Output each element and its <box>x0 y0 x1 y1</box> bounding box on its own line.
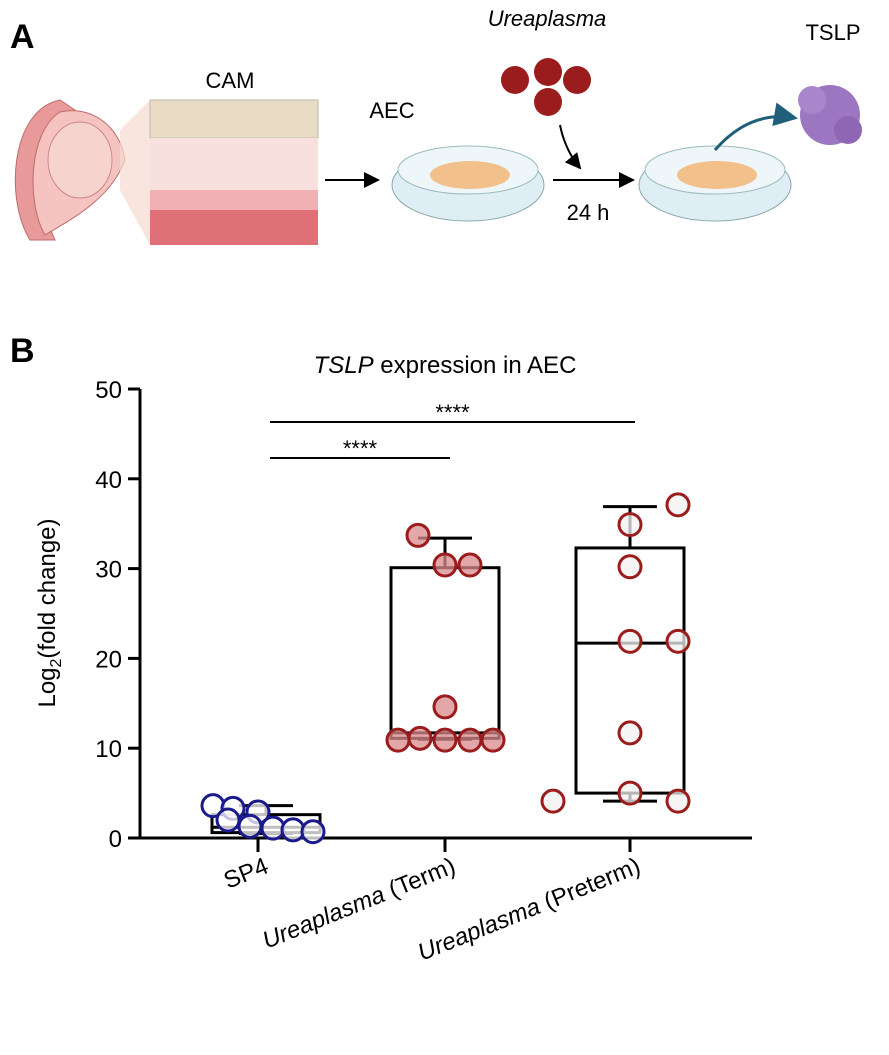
significance-label: **** <box>343 436 378 461</box>
data-point <box>665 628 691 654</box>
y-tick-label: 30 <box>95 557 122 584</box>
bacteria-label: Ureaplasma <box>488 6 607 31</box>
data-point <box>617 554 643 580</box>
product-label: TSLP <box>805 20 860 45</box>
data-point <box>237 813 263 839</box>
data-point <box>457 552 483 578</box>
tissue-label: CAM <box>206 68 255 93</box>
data-point <box>457 727 483 753</box>
y-tick-label: 10 <box>95 736 122 763</box>
data-point <box>480 727 506 753</box>
box <box>574 546 686 795</box>
cells-label: AEC <box>369 98 414 123</box>
x-tick-label: SP4 <box>220 853 272 895</box>
data-point <box>432 694 458 720</box>
data-point <box>617 628 643 654</box>
data-point <box>432 552 458 578</box>
data-point <box>540 788 566 814</box>
data-point <box>665 492 691 518</box>
data-point <box>617 780 643 806</box>
schematic <box>14 58 862 245</box>
panel-label: B <box>10 332 35 370</box>
data-point <box>432 727 458 753</box>
data-point <box>405 522 431 548</box>
data-point <box>300 819 326 845</box>
y-tick-label: 40 <box>95 467 122 494</box>
y-tick-label: 0 <box>109 826 122 853</box>
significance-label: **** <box>435 400 470 425</box>
chart-title: TSLP expression in AEC <box>314 352 577 379</box>
data-point <box>665 788 691 814</box>
y-tick-label: 50 <box>95 377 122 404</box>
data-point <box>215 807 241 833</box>
y-tick-label: 20 <box>95 646 122 673</box>
data-point <box>407 725 433 751</box>
data-point <box>385 727 411 753</box>
data-point <box>617 720 643 746</box>
data-point <box>617 512 643 538</box>
panel-label: A <box>10 18 35 56</box>
y-axis-label: Log2(fold change) <box>34 518 65 707</box>
time-label: 24 h <box>567 200 610 225</box>
